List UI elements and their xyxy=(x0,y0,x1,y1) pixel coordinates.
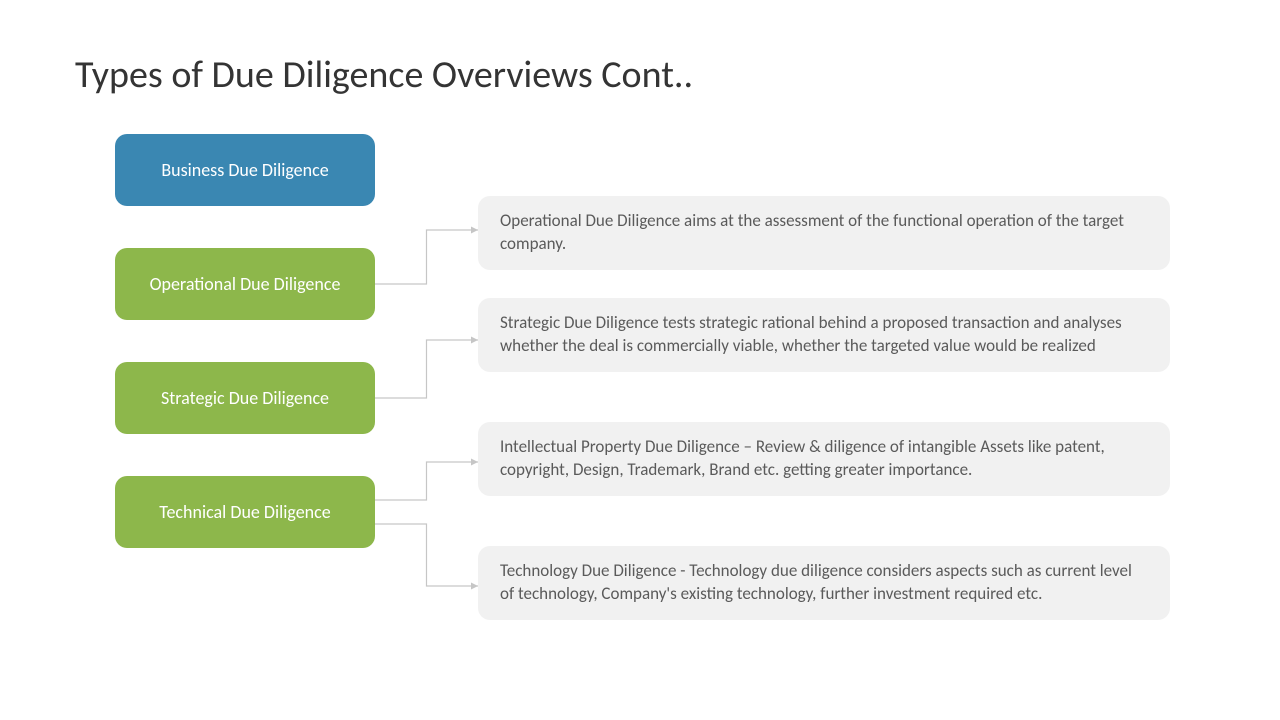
card-label: Strategic Due Diligence xyxy=(161,387,329,410)
card-technical: Technical Due Diligence xyxy=(115,476,375,548)
desc-strategic: Strategic Due Diligence tests strategic … xyxy=(478,298,1170,372)
card-label: Operational Due Diligence xyxy=(150,273,341,296)
card-business: Business Due Diligence xyxy=(115,134,375,206)
desc-ip: Intellectual Property Due Diligence – Re… xyxy=(478,422,1170,496)
card-label: Technical Due Diligence xyxy=(159,501,330,524)
desc-technology: Technology Due Diligence - Technology du… xyxy=(478,546,1170,620)
card-label: Business Due Diligence xyxy=(161,159,328,182)
card-operational: Operational Due Diligence xyxy=(115,248,375,320)
page-title: Types of Due Diligence Overviews Cont.. xyxy=(75,52,693,98)
card-strategic: Strategic Due Diligence xyxy=(115,362,375,434)
desc-operational: Operational Due Diligence aims at the as… xyxy=(478,196,1170,270)
